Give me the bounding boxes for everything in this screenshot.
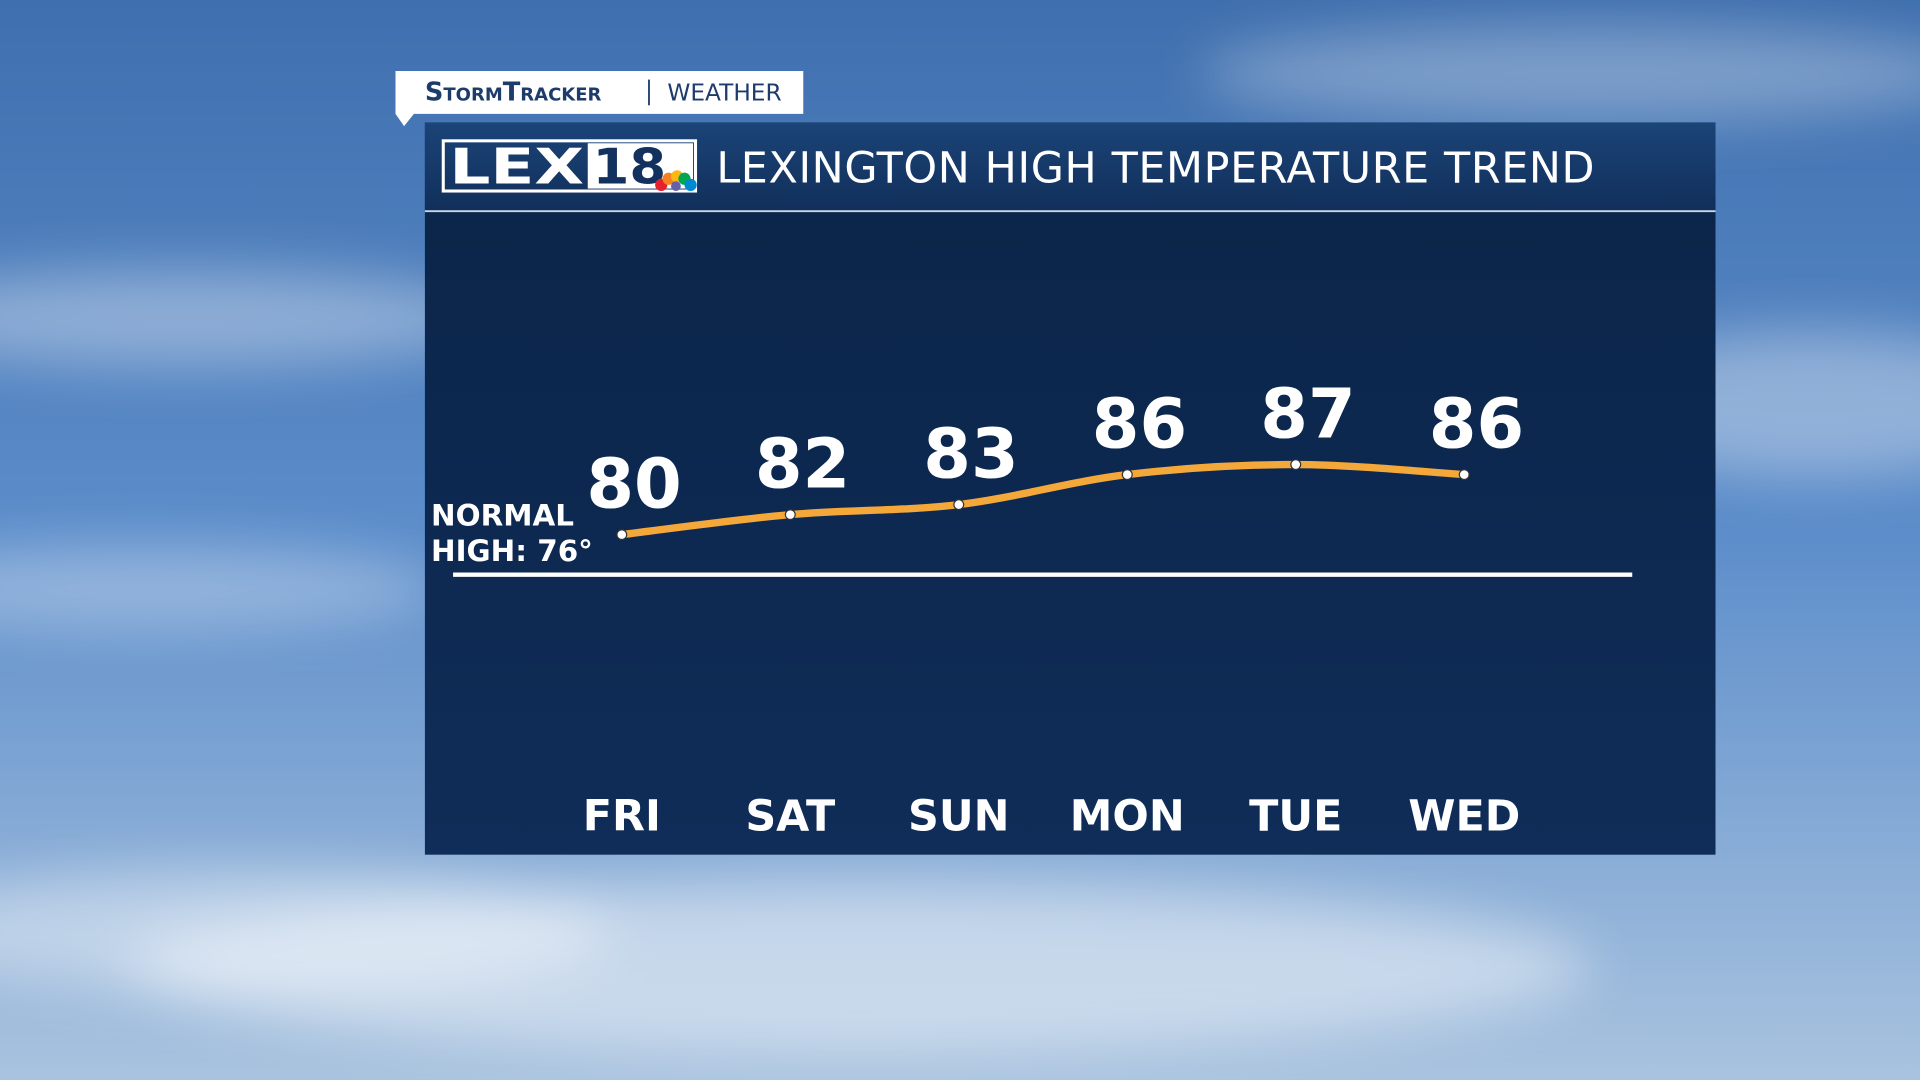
data-point [616,529,628,541]
data-point [1290,459,1302,471]
clouds [0,24,1920,1054]
reference-label: NORMAL HIGH: 76° [431,498,593,569]
section-name: WEATHER [667,79,781,106]
value-label: 83 [923,415,1018,495]
x-tick-label: MON [1070,792,1185,842]
value-label: 86 [1092,385,1187,465]
data-point [1121,469,1133,481]
x-tick-label: SAT [745,792,835,842]
data-point [953,499,965,511]
value-label: 87 [1260,375,1355,455]
x-tick-label: FRI [583,792,661,842]
data-point [784,509,796,521]
chart-panel [424,122,1716,855]
x-tick-label: TUE [1249,792,1342,842]
x-tick-label: WED [1408,792,1520,842]
logo-frame [441,139,698,193]
reference-label-box: NORMAL HIGH: 76° [431,498,593,569]
x-tick-label: SUN [908,792,1010,842]
value-label: 82 [755,425,850,505]
temperature-line [618,460,1468,539]
chart-title: LEXINGTON HIGH TEMPERATURE TREND [716,143,1595,193]
value-label: 86 [1429,385,1524,465]
brand-tab [395,71,804,127]
data-point [1458,469,1470,481]
brand-name: StormTracker [425,77,602,107]
peacock-logo [655,170,697,192]
logo-text: LEX [449,139,584,196]
value-label: 80 [586,445,681,525]
logo-number: 18 [593,139,666,196]
